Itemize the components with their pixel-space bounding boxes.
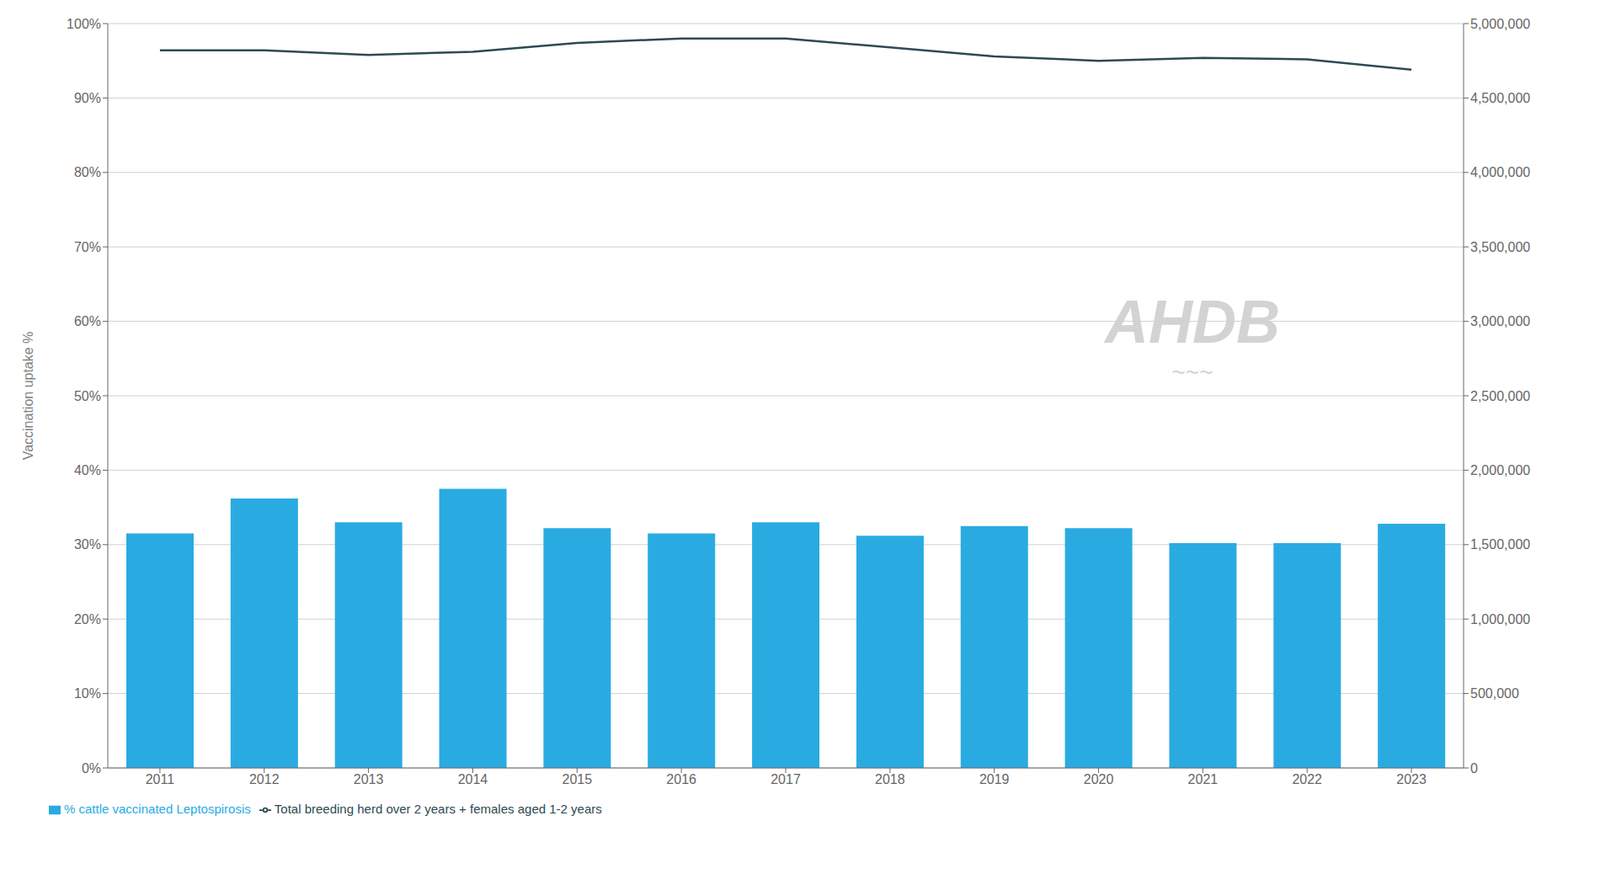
svg-text:Vaccination uptake %: Vaccination uptake % xyxy=(21,331,36,461)
svg-text:2012: 2012 xyxy=(249,772,280,787)
svg-text:4,500,000: 4,500,000 xyxy=(1470,90,1531,106)
svg-text:0: 0 xyxy=(1470,761,1478,776)
svg-text:2011: 2011 xyxy=(145,772,176,787)
svg-text:2015: 2015 xyxy=(562,772,593,787)
svg-text:1,500,000: 1,500,000 xyxy=(1470,537,1531,552)
svg-text:2022: 2022 xyxy=(1291,772,1323,787)
svg-text:0%: 0% xyxy=(81,761,102,776)
svg-text:2013: 2013 xyxy=(353,772,384,787)
svg-text:2018: 2018 xyxy=(874,772,906,787)
svg-text:90%: 90% xyxy=(74,90,102,106)
svg-text:2019: 2019 xyxy=(979,772,1010,787)
svg-text:2016: 2016 xyxy=(666,772,697,787)
svg-text:2023: 2023 xyxy=(1396,772,1427,787)
svg-text:80%: 80% xyxy=(74,165,102,180)
html-text:Total breeding herd over 2 yea: Total breeding herd over 2 years + femal… xyxy=(274,801,602,816)
svg-text:50%: 50% xyxy=(74,389,102,404)
svg-text:30%: 30% xyxy=(74,537,102,552)
svg-text:3,000,000: 3,000,000 xyxy=(1470,314,1531,329)
svg-text:500,000: 500,000 xyxy=(1470,686,1520,701)
svg-text:3,500,000: 3,500,000 xyxy=(1470,240,1531,255)
svg-text:20%: 20% xyxy=(74,612,102,627)
svg-text:1,000,000: 1,000,000 xyxy=(1470,612,1531,627)
svg-text:2021: 2021 xyxy=(1188,772,1219,787)
svg-text:60%: 60% xyxy=(74,314,102,329)
svg-text:2017: 2017 xyxy=(770,772,801,787)
svg-text:5,000,000: 5,000,000 xyxy=(1470,16,1531,32)
svg-text:2,000,000: 2,000,000 xyxy=(1470,463,1531,478)
svg-text:40%: 40% xyxy=(74,463,102,478)
svg-text:70%: 70% xyxy=(74,240,102,255)
svg-text:100%: 100% xyxy=(66,16,102,32)
svg-text:4,000,000: 4,000,000 xyxy=(1470,165,1531,180)
svg-text:10%: 10% xyxy=(74,686,102,701)
html-text:% cattle vaccinated Leptospiro: % cattle vaccinated Leptospirosis xyxy=(64,801,251,816)
svg-text:2014: 2014 xyxy=(458,772,489,787)
svg-text:2020: 2020 xyxy=(1083,772,1115,787)
svg-text:2,500,000: 2,500,000 xyxy=(1470,389,1531,404)
html-text:AHDB: AHDB xyxy=(1104,287,1280,356)
